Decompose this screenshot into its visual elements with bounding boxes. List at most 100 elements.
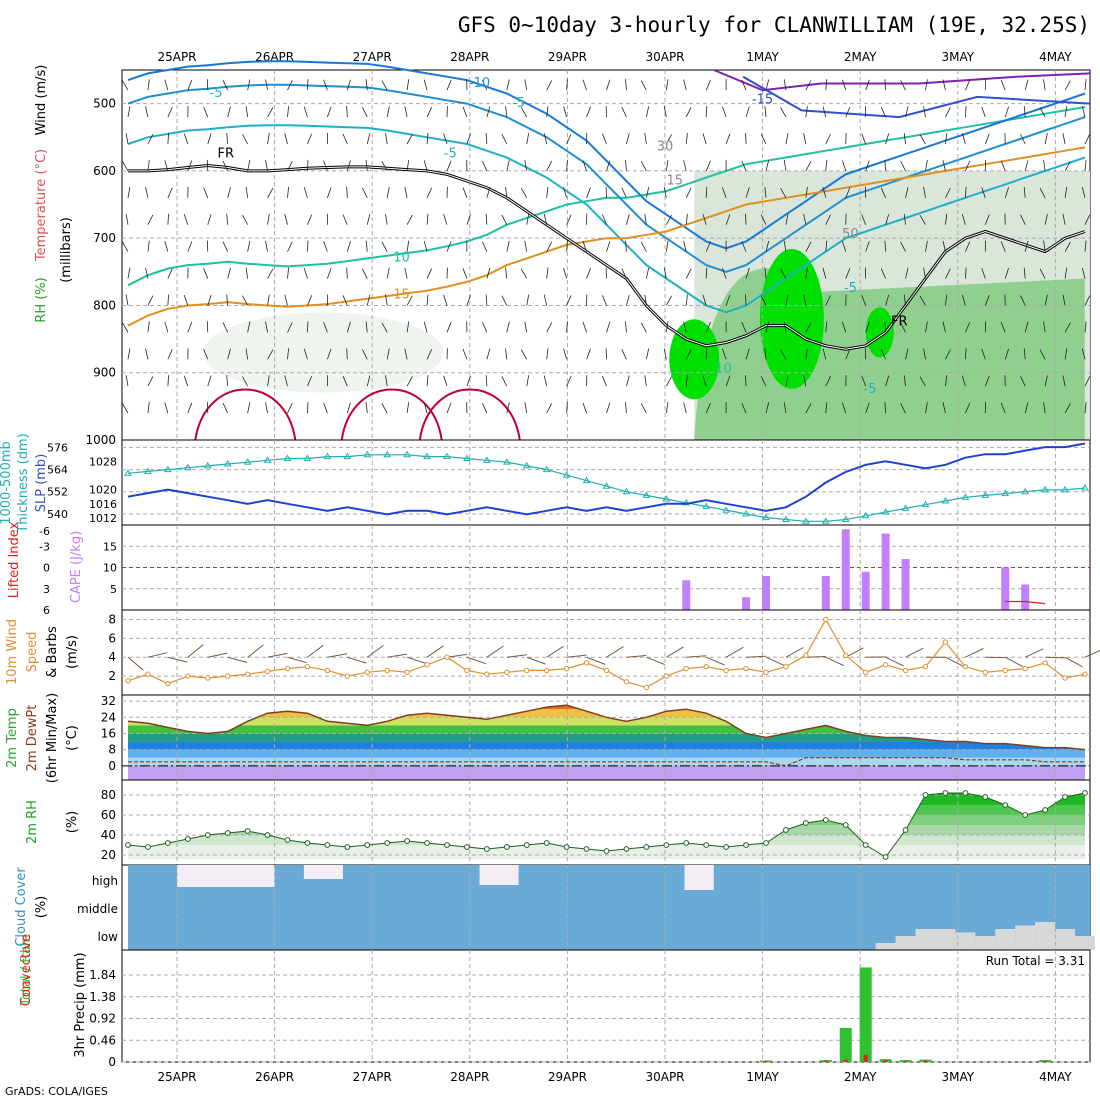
wind-barb (602, 375, 607, 387)
cape-bar (1001, 567, 1010, 610)
wind-barb (702, 214, 707, 225)
rh-light-blob (203, 312, 444, 393)
wind-barb (543, 375, 548, 387)
wind-barb (925, 402, 928, 414)
cape-tick: 5 (110, 583, 117, 596)
contour-label: 30 (657, 140, 674, 155)
thickness-point (163, 465, 172, 473)
thickness-point (642, 491, 651, 498)
wind-barb (1024, 79, 1029, 91)
wind-barb (621, 187, 627, 198)
wind-barb (506, 402, 510, 414)
wind-barb (307, 214, 313, 225)
y-tick-label: 2 (108, 669, 116, 683)
wind-barb (785, 294, 789, 306)
wind-barb (702, 133, 707, 145)
wind10m-barb (406, 656, 427, 664)
wind-barb (147, 214, 154, 225)
li-line (1005, 600, 1046, 605)
chart-title: GFS 0~10day 3-hourly for CLANWILLIAM (19… (458, 13, 1090, 37)
bottom-date-label: 27APR (353, 1070, 392, 1084)
wind-speed-point (1022, 665, 1028, 672)
rh-point (563, 844, 570, 850)
rh-point (942, 790, 949, 796)
wind-barb (125, 294, 129, 306)
wind10m-barb (646, 656, 666, 666)
wind-barb (426, 187, 433, 198)
wind-barb (621, 106, 627, 118)
wind-barb (482, 79, 488, 91)
rh2m-panel: 80 60 40 20 2m RH (%) (25, 779, 1091, 866)
wind-barb (780, 349, 787, 360)
wind-barb (147, 79, 150, 91)
y-tick-label: 0 (108, 759, 116, 773)
wind-barb (284, 294, 288, 306)
rh-point (783, 827, 789, 833)
ylabel-temp-units: (°C) (65, 725, 80, 751)
wind10m-barb (725, 646, 744, 658)
wind-speed-point (982, 669, 989, 676)
wind-barb (925, 321, 928, 333)
thickness-point (662, 495, 671, 502)
temp-band (128, 741, 1085, 750)
wind-barb (645, 267, 650, 279)
wind-barb (265, 79, 268, 91)
rh-point (1082, 790, 1088, 796)
wind-barb (365, 402, 368, 414)
thickness-panel-frame (121, 439, 1091, 526)
wind-barb (566, 402, 568, 414)
thickness-point (722, 506, 731, 513)
wind-barb (981, 267, 986, 279)
wind-barb (764, 267, 767, 279)
wind-barb (346, 321, 351, 333)
wind-barb (486, 187, 491, 198)
wind-barb (606, 241, 611, 252)
wind-barb (164, 79, 169, 91)
wind-barb (207, 133, 212, 145)
wind-barb (303, 106, 308, 118)
wind-barb (903, 294, 906, 306)
y-tick-label: 700 (93, 231, 116, 245)
wind-barb (1039, 349, 1046, 360)
warm-isotherm (418, 388, 521, 441)
y-tick-label: 1000 (85, 433, 116, 447)
wind-barb (366, 294, 371, 306)
isotherm-line (742, 75, 1091, 119)
wind-barb (665, 214, 672, 225)
wind-barb (381, 403, 388, 414)
bottom-date-label: 30APR (645, 1070, 684, 1084)
wind-barb (705, 322, 711, 333)
wind-barb (1084, 240, 1087, 252)
slp-tick: 1012 (89, 512, 117, 525)
wind-barb (404, 267, 408, 279)
wind10m-barb (586, 656, 606, 665)
wind-barb (805, 241, 812, 252)
wind-barb (925, 79, 928, 91)
rh-point (204, 832, 211, 838)
ylabel-rh2m: 2m RH (25, 800, 40, 844)
thickness-point (742, 509, 750, 517)
wind-barb (645, 106, 650, 118)
wind-barb (423, 79, 428, 91)
thickness-point (343, 452, 352, 460)
y-tick-label: 8 (108, 743, 116, 757)
thickness-point (1041, 485, 1050, 493)
wind-barb (825, 159, 828, 171)
wind-barb (287, 106, 289, 118)
rh-point (224, 830, 231, 836)
thickness-point (243, 458, 252, 465)
thickness-point (981, 491, 990, 498)
wind-barb (566, 240, 568, 252)
run-total-label: Run Total = 3.31 (986, 954, 1085, 968)
wind-barb (903, 133, 906, 145)
wind-barb (404, 348, 408, 360)
wind-barb (984, 295, 990, 306)
wind-barb (805, 106, 808, 118)
wind10m-barb (905, 647, 924, 658)
thickness-point (1001, 489, 1010, 497)
wind-barb (501, 214, 508, 225)
precip-panel-frame (121, 949, 1091, 1063)
wind-speed-point (882, 662, 889, 668)
wind-barb (865, 402, 870, 414)
wind-barb (1024, 160, 1029, 172)
